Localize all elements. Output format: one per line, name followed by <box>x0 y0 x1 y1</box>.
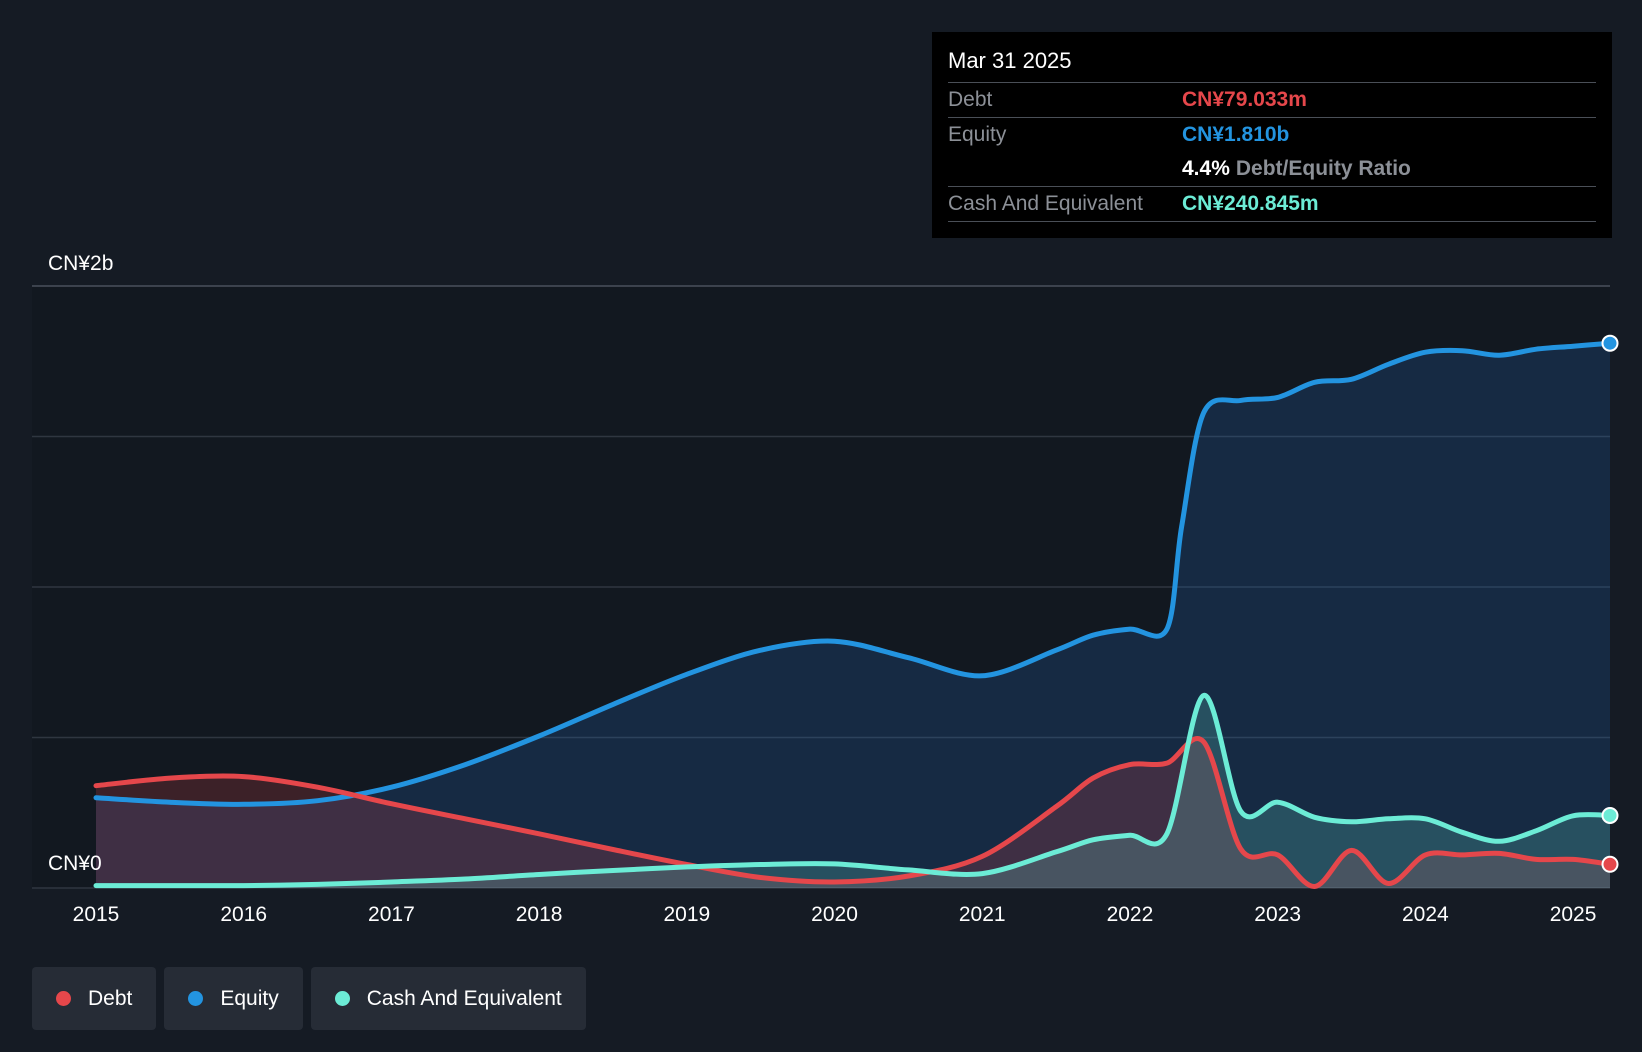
x-tick-label: 2025 <box>1550 903 1597 926</box>
grid-lines <box>32 285 1610 889</box>
tooltip-ratio-row: 4.4% Debt/Equity Ratio <box>948 152 1596 187</box>
tooltip-equity-row: Equity CN¥1.810b <box>948 118 1596 152</box>
y-axis-top-label: CN¥2b <box>48 252 113 275</box>
y-axis-bottom-label: CN¥0 <box>48 852 102 875</box>
debt-line <box>93 736 1613 889</box>
cash-line <box>93 692 1613 889</box>
cash-dot-icon <box>334 991 350 1006</box>
legend-item-cash[interactable]: Cash And Equivalent <box>310 967 586 1030</box>
legend-item-equity[interactable]: Equity <box>164 967 303 1030</box>
tooltip-equity-label: Equity <box>948 123 1007 146</box>
equity-area <box>96 343 1610 888</box>
legend-label-equity: Equity <box>220 986 279 1010</box>
tooltip-debt-value: CN¥79.033m <box>1182 88 1307 111</box>
x-tick-label: 2022 <box>1107 903 1154 926</box>
data-tooltip: Mar 31 2025 Debt CN¥79.033m Equity CN¥1.… <box>932 32 1612 238</box>
tooltip-ratio-value: 4.4% <box>1182 157 1230 180</box>
tooltip-ratio: 4.4% Debt/Equity Ratio <box>1182 152 1411 186</box>
tooltip-ratio-label: Debt/Equity Ratio <box>1235 157 1411 180</box>
tooltip-equity-value: CN¥1.810b <box>1182 123 1290 146</box>
equity-endpoint-marker[interactable] <box>1601 334 1619 352</box>
x-tick-label: 2016 <box>220 903 267 926</box>
legend-label-cash: Cash And Equivalent <box>366 986 562 1010</box>
x-tick-label: 2020 <box>811 903 858 926</box>
tooltip-debt-label: Debt <box>948 88 993 111</box>
x-tick-label: 2024 <box>1402 903 1449 926</box>
legend-item-debt[interactable]: Debt <box>32 967 157 1030</box>
chart-legend: Debt Equity Cash And Equivalent <box>32 967 586 1030</box>
tooltip-cash-value: CN¥240.845m <box>1182 192 1319 215</box>
debt-area <box>96 738 1610 888</box>
x-tick-label: 2019 <box>663 903 710 926</box>
tooltip-cash-label: Cash And Equivalent <box>948 192 1143 215</box>
series-endpoints <box>1601 334 1619 873</box>
x-tick-label: 2015 <box>73 903 120 926</box>
equity-dot-icon <box>188 991 204 1006</box>
x-tick-label: 2021 <box>959 903 1006 926</box>
x-tick-label: 2017 <box>368 903 415 926</box>
legend-label-debt: Debt <box>88 986 133 1010</box>
tooltip-cash-row: Cash And Equivalent CN¥240.845m <box>948 187 1596 222</box>
x-tick-label: 2023 <box>1254 903 1301 926</box>
tooltip-date: Mar 31 2025 <box>948 46 1596 83</box>
x-axis-ticks: 2015 2016 2017 2018 2019 2020 2021 2022 2023 2024… <box>73 903 1597 926</box>
equity-line <box>93 340 1613 807</box>
series-areas <box>96 343 1610 888</box>
debt-dot-icon <box>56 991 71 1006</box>
tooltip-ratio-spacer <box>948 152 1182 186</box>
x-tick-label: 2018 <box>516 903 563 926</box>
tooltip-debt-row: Debt CN¥79.033m <box>948 83 1596 118</box>
debt-endpoint-marker[interactable] <box>1601 855 1619 873</box>
cash-area <box>96 695 1610 888</box>
cash-endpoint-marker[interactable] <box>1601 806 1619 824</box>
series-lines <box>93 340 1613 889</box>
